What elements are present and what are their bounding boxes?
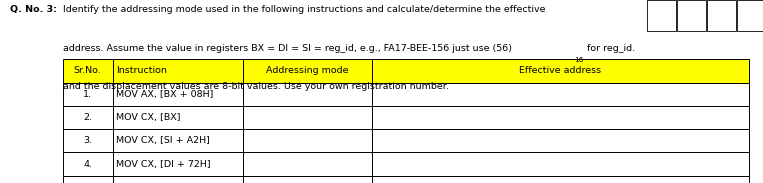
Bar [113,152,243,176]
Text: and the displacement values are 8-bit values. Use your own registration number.: and the displacement values are 8-bit va… [63,82,449,91]
Text: 4.: 4. [83,160,92,169]
Bar [677,0,706,31]
Text: Identify the addressing mode used in the following instructions and calculate/de: Identify the addressing mode used in the… [63,5,545,14]
Bar [707,0,736,31]
Bar [113,106,243,129]
Bar [113,129,243,152]
Text: MOV CX, [DI + 72H]: MOV CX, [DI + 72H] [116,160,211,169]
Bar [63,152,113,176]
Bar [372,176,749,183]
Text: Effective address: Effective address [520,66,601,75]
Bar [113,83,243,106]
Text: 16: 16 [574,57,583,63]
Text: MOV CX, [BX]: MOV CX, [BX] [116,113,181,122]
Text: Addressing mode: Addressing mode [266,66,349,75]
Text: Instruction: Instruction [116,66,167,75]
Bar [63,106,113,129]
Bar [63,59,113,83]
Bar [113,176,243,183]
Text: MOV AX, [BX + 08H]: MOV AX, [BX + 08H] [116,90,214,99]
Bar [372,59,749,83]
Text: address. Assume the value in registers BX = DI = SI = reg_id, e.g., FA17-BEE-156: address. Assume the value in registers B… [63,44,511,53]
Text: MOV CX, [SI + A2H]: MOV CX, [SI + A2H] [116,136,210,145]
Text: for reg_id.: for reg_id. [584,44,636,53]
Bar [737,0,763,31]
Text: 3.: 3. [83,136,92,145]
Text: Sr.No.: Sr.No. [74,66,101,75]
Bar [647,0,676,31]
Bar [63,176,113,183]
Bar [372,83,749,106]
Bar [63,129,113,152]
Bar [243,176,372,183]
Bar [243,59,372,83]
Bar [372,106,749,129]
Bar [243,106,372,129]
Bar [113,59,243,83]
Text: Q. No. 3:: Q. No. 3: [10,5,56,14]
Bar [243,83,372,106]
Bar [372,152,749,176]
Bar [243,129,372,152]
Text: 2.: 2. [83,113,92,122]
Bar [63,83,113,106]
Bar [243,152,372,176]
Bar [372,129,749,152]
Text: 1.: 1. [83,90,92,99]
